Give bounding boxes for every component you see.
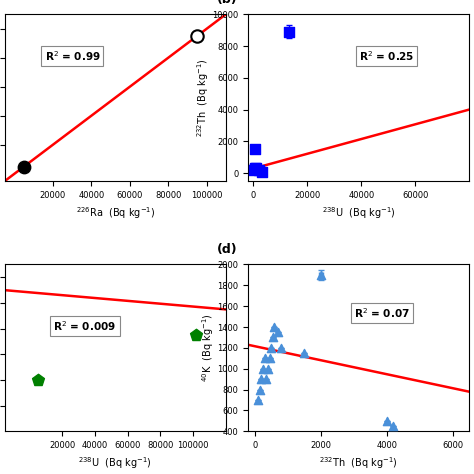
Point [255,166,263,174]
Point [263,375,270,383]
Point [277,344,285,352]
X-axis label: $^{238}$U  (Bq kg$^{-1}$): $^{238}$U (Bq kg$^{-1}$) [79,456,152,472]
Point [267,344,275,352]
Text: (d): (d) [216,243,237,256]
X-axis label: $^{238}$U  (Bq kg$^{-1}$): $^{238}$U (Bq kg$^{-1}$) [322,205,395,221]
Point [258,168,265,175]
Point [259,365,267,373]
Point [390,422,397,430]
Point [261,355,268,362]
Y-axis label: $^{232}$Th  (Bq kg$^{-1}$): $^{232}$Th (Bq kg$^{-1}$) [195,58,211,137]
Point [20,163,28,170]
Point [250,166,258,174]
Text: R$^2$ = 0.99: R$^2$ = 0.99 [45,49,100,63]
Point [192,331,200,339]
Point [274,328,282,336]
Point [34,376,41,384]
X-axis label: $^{232}$Th  (Bq kg$^{-1}$): $^{232}$Th (Bq kg$^{-1}$) [319,456,398,472]
Point [252,164,259,172]
Point [269,334,277,341]
Text: R$^2$ = 0.07: R$^2$ = 0.07 [354,306,410,320]
X-axis label: $^{226}$Ra  (Bq kg$^{-1}$): $^{226}$Ra (Bq kg$^{-1}$) [76,205,155,221]
Text: (b): (b) [216,0,237,6]
Point [285,28,292,36]
Point [383,417,391,425]
Point [251,165,259,173]
Point [264,365,272,373]
Text: R$^2$ = 0.009: R$^2$ = 0.009 [54,319,117,333]
Point [251,146,259,153]
Point [252,164,260,172]
Point [193,32,201,40]
Point [301,349,308,357]
Y-axis label: $^{40}$K  (Bq kg$^{-1}$): $^{40}$K (Bq kg$^{-1}$) [200,314,216,382]
Point [254,396,262,404]
Point [317,271,325,279]
Point [256,386,264,393]
Point [266,355,273,362]
Point [257,375,265,383]
Point [271,323,278,331]
Text: R$^2$ = 0.25: R$^2$ = 0.25 [359,49,414,63]
